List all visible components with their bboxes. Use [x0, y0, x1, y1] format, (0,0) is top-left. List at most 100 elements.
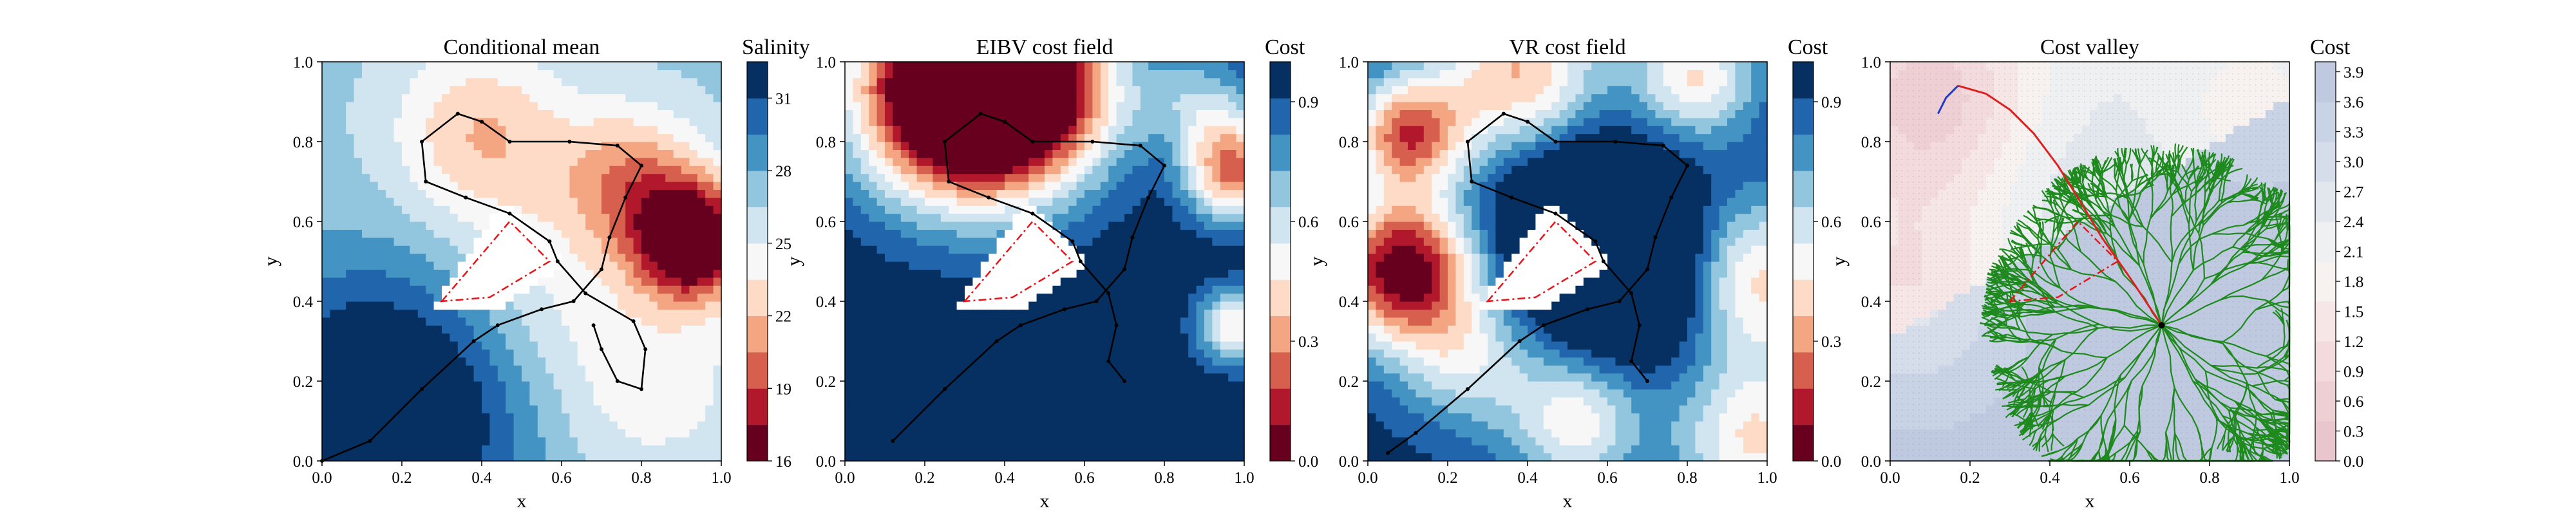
heatmap-cell — [860, 102, 869, 110]
heatmap-cell — [1060, 269, 1069, 278]
heatmap-cell — [633, 317, 642, 326]
heatmap-cell — [377, 285, 386, 294]
heatmap-cell — [641, 237, 650, 246]
heatmap-cell — [562, 325, 570, 334]
heatmap-cell — [553, 365, 562, 374]
heatmap-cell — [1068, 405, 1077, 414]
heatmap-cell — [569, 102, 578, 110]
heatmap-cell — [489, 365, 498, 374]
heatmap-cell — [1204, 397, 1213, 406]
heatmap-cell — [697, 245, 706, 254]
heatmap-cell — [1140, 405, 1149, 414]
heatmap-cell — [609, 86, 618, 95]
heatmap-cell — [562, 413, 570, 422]
heatmap-cell — [1188, 182, 1197, 190]
heatmap-cell — [617, 117, 626, 126]
heatmap-cell — [1212, 165, 1221, 174]
panel-0: 0.0 0.2 0.4 0.6 0.8 1.00.00.20.40.60.81.0Cond… — [260, 35, 810, 512]
heatmap-cell — [1156, 309, 1165, 318]
heatmap-cell — [909, 365, 918, 374]
heatmap-cell — [705, 109, 714, 118]
heatmap-cell — [1060, 221, 1069, 230]
heatmap-cell — [1164, 301, 1173, 310]
heatmap-cell — [1060, 237, 1069, 246]
heatmap-cell — [989, 285, 998, 294]
heatmap-cell — [909, 197, 918, 206]
heatmap-cell — [885, 277, 893, 286]
heatmap-cell — [1196, 381, 1205, 389]
heatmap-cell — [402, 389, 410, 398]
heatmap-cell — [697, 389, 706, 398]
heatmap-cell — [1005, 205, 1013, 214]
heatmap-cell — [562, 149, 570, 158]
heatmap-cell — [649, 285, 658, 294]
heatmap-cell — [893, 301, 902, 310]
heatmap-cell — [649, 325, 658, 334]
heatmap-cell — [354, 325, 363, 334]
heatmap-cell — [965, 349, 973, 358]
heatmap-cell — [450, 453, 459, 462]
heatmap-cell — [402, 62, 410, 70]
heatmap-cell — [900, 285, 909, 294]
heatmap-cell — [1005, 213, 1013, 222]
heatmap-cell — [609, 173, 618, 182]
heatmap-cell — [625, 93, 634, 102]
heatmap-cell — [697, 357, 706, 366]
heatmap-cell — [869, 381, 878, 389]
heatmap-cell — [697, 165, 706, 174]
heatmap-cell — [1060, 253, 1069, 262]
heatmap-cell — [1132, 62, 1141, 70]
heatmap-cell — [996, 405, 1005, 414]
heatmap-cell — [1188, 436, 1197, 445]
heatmap-cell — [940, 62, 949, 70]
heatmap-cell — [1052, 221, 1061, 230]
heatmap-cell — [1052, 149, 1061, 158]
heatmap-cell — [497, 213, 506, 222]
heatmap-cell — [370, 77, 379, 86]
heatmap-cell — [876, 189, 886, 198]
heatmap-cell — [386, 245, 395, 254]
heatmap-cell — [705, 453, 714, 462]
heatmap-cell — [689, 62, 698, 70]
heatmap-cell — [433, 357, 442, 366]
heatmap-cell — [697, 445, 706, 454]
heatmap-cell — [1092, 229, 1101, 238]
heatmap-cell — [697, 269, 706, 278]
heatmap-cell — [609, 117, 618, 126]
heatmap-cell — [1052, 349, 1061, 358]
heatmap-cell — [393, 117, 402, 126]
heatmap-cell — [1188, 197, 1197, 206]
heatmap-cell — [337, 357, 346, 366]
heatmap-cell — [625, 261, 634, 270]
heatmap-cell — [1028, 413, 1037, 422]
heatmap-cell — [956, 70, 965, 79]
heatmap-cell — [473, 429, 482, 438]
heatmap-cell — [473, 365, 482, 374]
heatmap-cell — [1068, 397, 1077, 406]
heatmap-cell — [713, 421, 722, 429]
heatmap-cell — [377, 413, 386, 422]
heatmap-cell — [980, 182, 989, 190]
heatmap-cell — [1005, 86, 1013, 95]
heatmap-cell — [900, 70, 909, 79]
heatmap-cell — [553, 317, 562, 326]
heatmap-cell — [1092, 389, 1101, 398]
heatmap-cell — [377, 109, 386, 118]
heatmap-cell — [442, 182, 450, 190]
heatmap-cell — [673, 381, 682, 389]
heatmap-cell — [665, 421, 674, 429]
heatmap-cell — [996, 357, 1005, 366]
heatmap-cell — [900, 165, 909, 174]
heatmap-cell — [933, 157, 942, 166]
heatmap-cell — [1068, 389, 1077, 398]
heatmap-cell — [393, 165, 402, 174]
heatmap-cell — [354, 93, 363, 102]
heatmap-cell — [956, 133, 965, 142]
heatmap-cell — [506, 70, 515, 79]
heatmap-cell — [473, 436, 482, 445]
heatmap-cell — [513, 86, 522, 95]
heatmap-cell — [522, 397, 530, 406]
heatmap-cell — [1005, 62, 1013, 70]
heatmap-cell — [545, 86, 554, 95]
heatmap-cell — [585, 205, 594, 214]
